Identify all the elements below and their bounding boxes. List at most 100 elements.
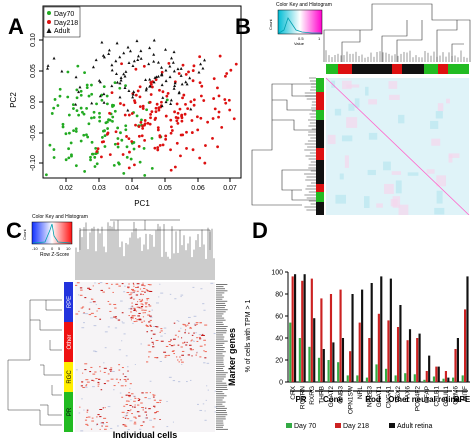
scatter-point-day218 xyxy=(161,90,165,94)
heatmap-cell xyxy=(204,324,208,326)
heatmap-cell xyxy=(203,309,206,311)
heatmap-cell xyxy=(181,342,185,344)
scatter-point-day70 xyxy=(95,162,99,166)
scatter-point-day70 xyxy=(140,118,143,122)
heatmap-cell xyxy=(200,288,203,290)
heatmap-cells xyxy=(327,80,460,216)
scatter-point-adult xyxy=(132,90,136,93)
scatter-point-day70 xyxy=(125,145,129,149)
scatter-point-day70 xyxy=(124,84,127,88)
heatmap-cell xyxy=(140,300,144,302)
scatter-point-day70 xyxy=(124,124,128,128)
gene-name-row xyxy=(216,424,224,426)
heatmap-cell xyxy=(160,330,163,332)
heatmap-cell xyxy=(138,312,141,314)
gene-name-row xyxy=(216,374,226,376)
scatter-point-day70 xyxy=(75,96,79,100)
heatmap-cell xyxy=(156,357,159,359)
y-tick: -0.05 xyxy=(30,125,37,141)
scatter-point-adult xyxy=(176,67,180,71)
heatmap-cell xyxy=(82,372,84,374)
y-axis-label: % of cells with TPM > 1 xyxy=(245,299,252,372)
panel-d: D % of cells with TPM > 1 0 20 40 60 80 100 C… xyxy=(240,210,474,441)
legend-day70-swatch xyxy=(286,423,292,428)
heatmap-cell xyxy=(135,303,138,305)
heatmap-block xyxy=(398,204,409,216)
heatmap-cell xyxy=(189,326,192,328)
heatmap-cell xyxy=(107,373,110,375)
scatter-point-adult xyxy=(148,77,152,81)
scatter-point-day218 xyxy=(100,155,103,159)
panel-b: B Color Key and Histogram Count 0.5 1 Va… xyxy=(232,0,474,216)
scatter-point-adult xyxy=(46,64,50,67)
scatter-point-day218 xyxy=(141,126,145,130)
heatmap-block xyxy=(346,117,358,128)
heatmap-cell xyxy=(204,419,207,421)
scatter-point-day70 xyxy=(85,107,88,110)
heatmap-cell xyxy=(193,340,195,342)
heatmap-cell xyxy=(108,303,112,305)
heatmap-cell xyxy=(115,283,119,285)
heatmap-cell xyxy=(111,283,113,285)
scatter-point-day218 xyxy=(167,61,171,65)
scatter-point-day70 xyxy=(83,71,86,75)
heatmap-cell xyxy=(205,399,207,401)
heatmap-cell xyxy=(118,285,121,287)
heatmap-cell xyxy=(130,308,133,310)
heatmap-cell xyxy=(133,290,136,292)
heatmap-cell xyxy=(97,308,101,310)
gene-name-row xyxy=(216,342,225,344)
heatmap-cell xyxy=(113,303,117,305)
heatmap-cell xyxy=(91,379,94,381)
heatmap-cell xyxy=(128,394,131,396)
heatmap-cell xyxy=(168,343,171,345)
heatmap-cell xyxy=(128,400,130,402)
x-tick-label: PAX6 xyxy=(405,386,412,403)
bar-day-70-glul1 xyxy=(442,378,445,382)
heatmap-cell xyxy=(169,293,172,295)
gene-name-row xyxy=(216,372,228,374)
group-label-other: Other neural retina xyxy=(388,395,460,404)
bar-day-70-crx xyxy=(289,322,292,382)
heatmap-block xyxy=(354,98,360,108)
heatmap-cell xyxy=(171,351,174,353)
heatmap-cell xyxy=(181,361,184,363)
heatmap-cell xyxy=(103,371,106,373)
heatmap-cell xyxy=(104,407,106,409)
scatter-point-adult xyxy=(164,47,168,51)
heatmap-cell xyxy=(151,341,154,343)
heatmap-cell xyxy=(118,349,122,351)
scatter-point-day70 xyxy=(143,173,147,177)
heatmap-cell xyxy=(145,306,148,308)
heatmap-cell xyxy=(131,317,134,319)
gene-name-row xyxy=(216,416,226,418)
heatmap-cell xyxy=(203,362,206,364)
gene-name-row xyxy=(216,292,225,294)
heatmap-cell xyxy=(180,327,182,329)
scatter-point-day70 xyxy=(75,109,79,113)
scatter-point-day218 xyxy=(149,116,152,120)
bar-day-70-nr2e3 xyxy=(365,377,368,382)
heatmap-cell xyxy=(99,366,101,368)
color-key-count: Count xyxy=(268,18,273,30)
scatter-point-adult xyxy=(102,92,106,96)
heatmap-cell xyxy=(145,325,149,327)
scatter-point-day70 xyxy=(85,86,89,90)
heatmap-block xyxy=(426,169,435,174)
scatter-point-day70 xyxy=(72,107,75,110)
bar-day-70-vsx2 xyxy=(394,375,397,382)
heatmap-cell xyxy=(130,317,133,319)
bar-day-218-gnb3 xyxy=(339,289,342,382)
scatter-point-day218 xyxy=(225,72,229,75)
heatmap-cell xyxy=(184,332,186,334)
bar-day-70-calb1 xyxy=(432,376,436,382)
bar-day-70-gnat2 xyxy=(327,360,330,382)
heatmap-cell xyxy=(83,409,85,411)
scatter-point-day70 xyxy=(67,131,71,135)
heatmap-cell xyxy=(116,318,118,320)
x-tick-label: GRM6 xyxy=(453,386,460,405)
scatter-point-day70 xyxy=(124,128,128,132)
scatter-point-day218 xyxy=(199,94,203,98)
scatter-point-day70 xyxy=(111,119,114,123)
heatmap-cell xyxy=(193,332,195,334)
